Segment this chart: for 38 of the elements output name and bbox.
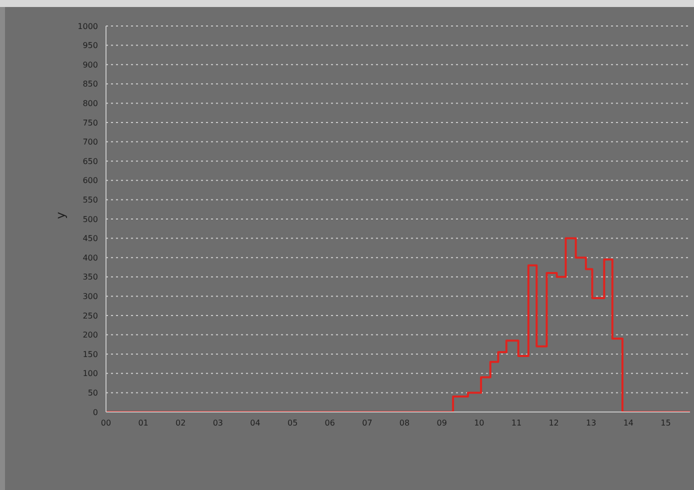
y-tick-label: 350 xyxy=(82,272,98,282)
y-tick-label: 300 xyxy=(82,292,98,302)
y-tick-label: 500 xyxy=(82,214,98,224)
x-tick-label: 10 xyxy=(474,418,484,428)
x-tick-label: 08 xyxy=(399,418,410,428)
x-tick-label: 15 xyxy=(660,418,671,428)
y-tick-label: 600 xyxy=(82,176,98,186)
x-tick-label: 06 xyxy=(324,418,335,428)
y-tick-label: 400 xyxy=(82,253,98,262)
y-tick-label: 250 xyxy=(82,311,98,320)
x-tick-label: 04 xyxy=(250,418,260,428)
y-tick-label: 1000 xyxy=(78,22,98,31)
y-tick-label: 800 xyxy=(82,99,98,108)
y-tick-label: 950 xyxy=(82,41,98,50)
x-tick-label: 03 xyxy=(212,418,224,428)
y-axis-title: y xyxy=(53,212,68,219)
x-tick-label: 12 xyxy=(548,418,559,428)
y-tick-label: 100 xyxy=(82,369,98,378)
x-tick-label: 14 xyxy=(623,418,634,428)
x-tick-label: 13 xyxy=(586,418,596,428)
y-tick-label: 50 xyxy=(88,388,98,398)
x-tick-label: 11 xyxy=(511,418,522,428)
y-tick-label: 650 xyxy=(82,156,98,166)
y-tick-label: 550 xyxy=(82,196,98,205)
x-tick-label: 07 xyxy=(362,418,372,428)
x-tick-label: 09 xyxy=(436,418,447,428)
y-tick-label: 700 xyxy=(82,138,98,147)
y-tick-label: 450 xyxy=(82,234,98,244)
y-tick-label: 850 xyxy=(82,80,98,89)
y-tick-label: 750 xyxy=(82,118,98,128)
x-tick-label: 05 xyxy=(287,418,298,428)
x-tick-label: 00 xyxy=(100,418,112,428)
y-tick-label: 150 xyxy=(82,350,98,359)
y-tick-label: 0 xyxy=(92,408,98,417)
y-tick-label: 900 xyxy=(82,60,98,70)
x-tick-label: 02 xyxy=(176,418,186,428)
y-tick-label: 200 xyxy=(82,330,98,340)
x-tick-label: 01 xyxy=(138,418,148,428)
